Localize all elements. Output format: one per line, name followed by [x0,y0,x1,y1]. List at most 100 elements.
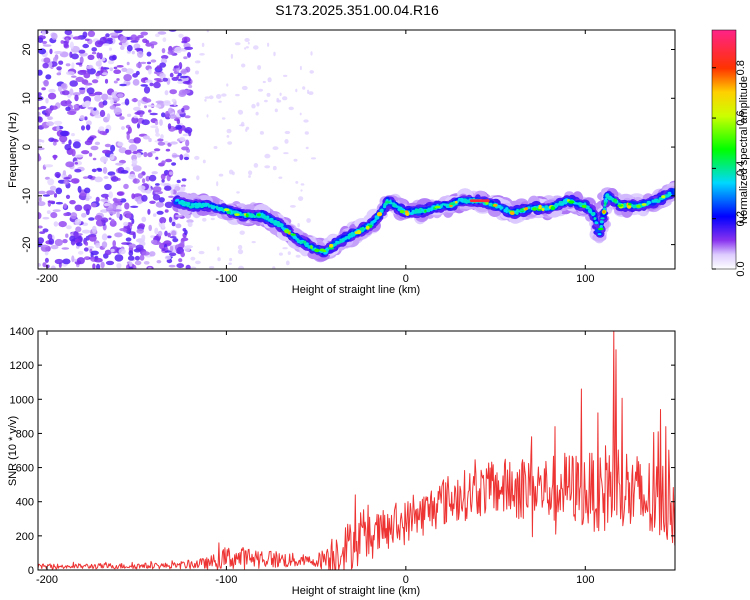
spectrogram-noise-blob [208,95,214,100]
spectrogram-noise-blob [74,154,84,158]
spectrogram-noise-blob [289,205,296,208]
spectrogram-noise-blob [129,261,133,267]
spectrogram-noise-blob [168,264,176,268]
spectrogram-noise-blob [123,221,129,227]
spectrogram-noise-blob [169,141,178,145]
spectrogram-ridge-cell [667,191,672,195]
spectrogram-noise-blob [46,190,55,196]
spectrogram-ridge-cell [445,203,450,206]
spectrogram-noise-blob [144,98,152,103]
spectrogram-noise-blob [251,241,256,244]
x-tick-label: 0 [403,273,409,285]
spectrogram-ridge-cell [515,211,519,215]
spectrogram-noise-blob [169,171,173,176]
spectrogram-noise-blob [133,43,141,50]
colorbar-tick-label: 0.4 [735,161,747,176]
spectrogram-noise-blob [279,92,282,97]
spectrogram-noise-blob [169,114,177,119]
spectrogram-noise-blob [62,239,68,244]
spectrogram-peak-cell [314,248,320,253]
spectrogram-noise-blob [91,51,97,55]
spectrogram-ridge-cell [557,202,561,206]
spectrogram-noise-blob [116,263,122,269]
spectrogram-noise-blob [101,241,108,249]
spectrogram-noise-blob [147,104,155,108]
spectrogram-noise-blob [71,178,80,184]
spectrogram-noise-blob [298,196,304,202]
spectrogram-noise-blob [171,98,176,103]
spectrogram-noise-blob [128,243,136,249]
spectrogram-peak-cell [434,205,441,209]
spectrogram-noise-blob [50,265,56,269]
spectrogram-noise-blob [204,98,207,102]
spectrogram-noise-blob [62,170,67,176]
spectrogram-noise-blob [38,196,42,202]
spectrogram-peak-cell [617,204,623,207]
spectrogram-noise-blob [126,61,130,66]
y-tick-label: 600 [16,463,34,475]
spectrogram-noise-blob [95,242,101,248]
spectrogram-noise-blob [108,191,113,199]
spectrogram-noise-blob [141,251,150,256]
spectrogram-noise-blob [95,196,100,203]
spectrogram-ridge-cell [232,210,236,214]
spectrogram-noise-blob [54,171,61,178]
spectrogram-noise-blob [179,136,186,142]
spectrogram-ridge-cell [384,202,387,206]
spectrogram-noise-blob [94,91,103,96]
spectrogram-noise-blob [177,72,182,77]
spectrogram-noise-blob [69,200,76,205]
spectrogram-noise-blob [132,165,142,172]
spectrogram-noise-blob [141,194,148,202]
spectrogram-noise-blob [142,178,146,184]
spectrogram-noise-blob [144,105,147,109]
spectrogram-noise-blob [101,72,109,76]
spectrogram-noise-blob [150,239,158,245]
spectrogram-noise-blob [282,247,288,250]
spectrogram-noise-blob [71,149,76,157]
y-tick-label: 200 [16,531,34,543]
spectrogram-noise-blob [49,48,53,55]
spectrogram-noise-blob [87,30,96,37]
spectrogram-noise-blob [120,170,129,174]
spectrogram-peak-cell [454,200,458,204]
spectrogram-noise-blob [198,250,205,255]
spectrogram-peak-cell [510,211,515,215]
spectrogram-noise-blob [295,88,298,93]
spectrogram-noise-blob [130,34,138,42]
spectrogram-noise-blob [237,244,243,250]
spectrogram-noise-blob [161,55,169,60]
spectrogram-noise-blob [110,98,114,105]
spectrogram-peak-cell [405,211,410,216]
spectrogram-noise-blob [136,152,142,158]
spectrogram-x-label: Height of straight line (km) [292,284,420,296]
spectrogram-noise-blob [62,258,71,265]
spectrogram-noise-blob [116,78,120,81]
spectrogram-ridge-cell [323,251,328,255]
spectrogram-noise-blob [231,171,235,176]
spectrogram-noise-blob [159,217,167,224]
spectrogram-noise-blob [235,93,240,97]
spectrogram-ridge-cell [587,209,591,212]
spectrogram-noise-blob [96,263,101,269]
spectrogram-ridge-cell [215,206,219,210]
spectrogram-noise-blob [171,221,176,227]
spectrogram-noise-blob [64,30,73,36]
spectrogram-noise-blob [182,133,189,137]
spectrogram-noise-blob [179,154,184,161]
spectrogram-peak-cell [223,208,230,212]
spectrogram-noise-blob [38,143,41,146]
spectrogram-peak-cell [568,200,575,204]
spectrogram-noise-blob [149,251,156,257]
spectrogram-ridge-cell [559,201,563,204]
spectrogram-ridge-cell [217,208,221,212]
y-tick-label: 0 [28,565,34,577]
spectrogram-noise-blob [288,106,294,111]
spectrogram-noise-blob [38,147,45,151]
spectrogram-noise-blob [251,103,256,109]
spectrogram-noise-blob [38,237,45,244]
spectrogram-noise-blob [40,244,49,248]
spectrogram-noise-blob [164,209,169,213]
spectrogram-noise-blob [181,107,185,113]
